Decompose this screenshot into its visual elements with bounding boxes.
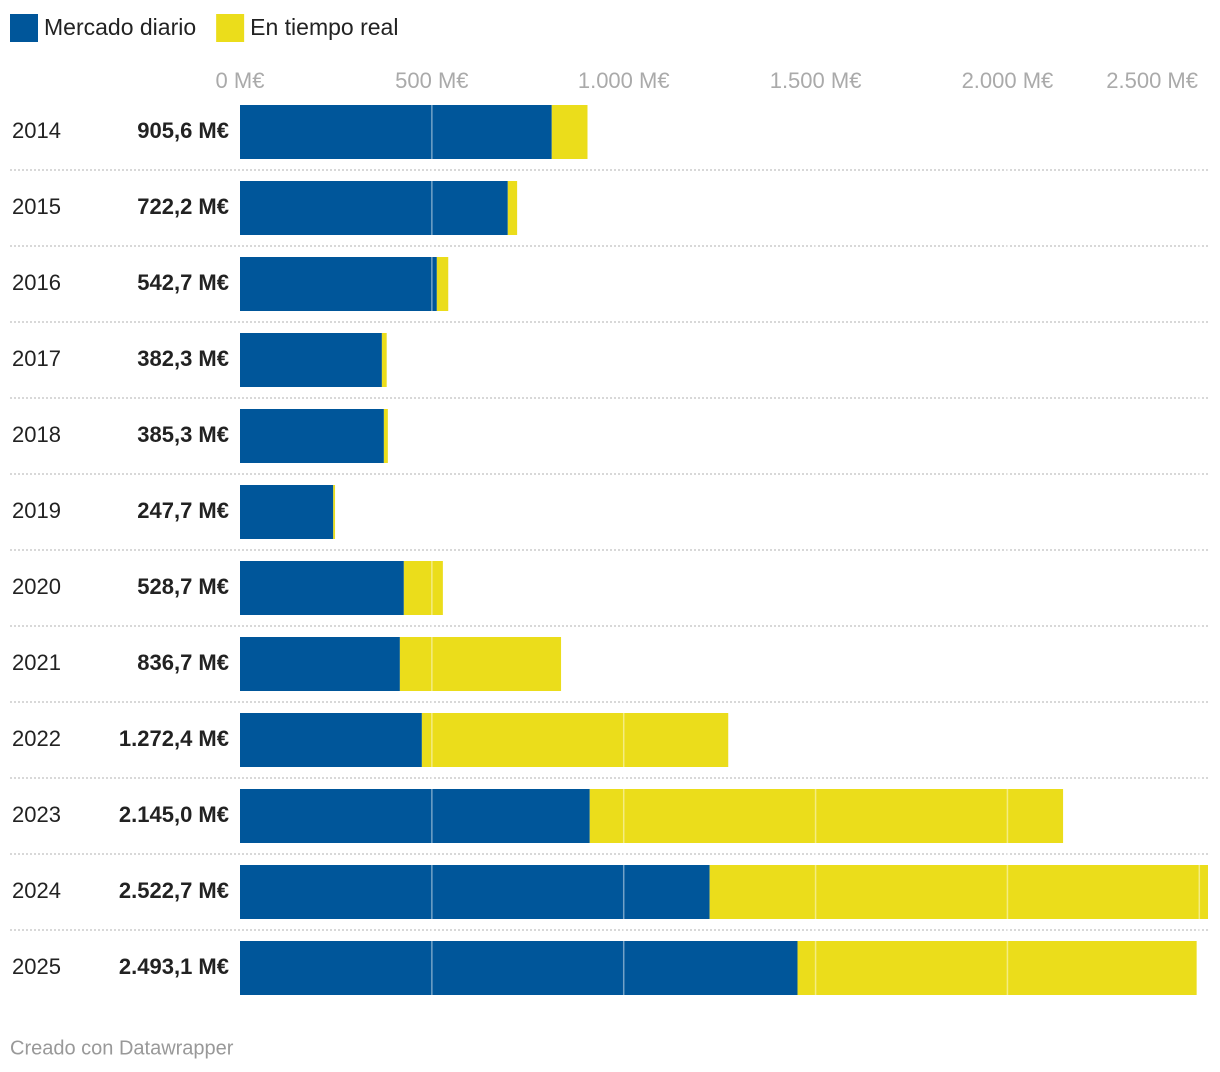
bar-segment <box>436 257 449 311</box>
bar-segment <box>551 105 588 159</box>
total-label: 528,7 M€ <box>137 574 229 599</box>
x-tick-label: 1.500 M€ <box>770 68 862 93</box>
category-label: 2014 <box>12 118 61 143</box>
total-label: 722,2 M€ <box>137 194 229 219</box>
category-label: 2016 <box>12 270 61 295</box>
bar-segment <box>240 637 400 691</box>
category-label: 2023 <box>12 802 61 827</box>
bar-segment <box>240 865 710 919</box>
bar-segment <box>589 789 1064 843</box>
total-label: 836,7 M€ <box>137 650 229 675</box>
total-label: 2.522,7 M€ <box>119 878 229 903</box>
total-label: 905,6 M€ <box>137 118 229 143</box>
bar-segment <box>403 561 443 615</box>
category-label: 2019 <box>12 498 61 523</box>
bar-segment <box>240 105 552 159</box>
bar-segment <box>240 941 798 995</box>
category-label: 2022 <box>12 726 61 751</box>
category-label: 2017 <box>12 346 61 371</box>
category-label: 2021 <box>12 650 61 675</box>
bar-segment <box>381 333 387 387</box>
bar-segment <box>240 713 422 767</box>
category-label: 2024 <box>12 878 61 903</box>
total-label: 382,3 M€ <box>137 346 229 371</box>
bar-segment <box>709 865 1208 919</box>
total-label: 1.272,4 M€ <box>119 726 229 751</box>
bar-segment <box>421 713 729 767</box>
bar-segment <box>399 637 562 691</box>
category-label: 2015 <box>12 194 61 219</box>
bar-segment <box>240 181 508 235</box>
total-label: 2.145,0 M€ <box>119 802 229 827</box>
legend-label: En tiempo real <box>250 14 398 40</box>
category-label: 2020 <box>12 574 61 599</box>
x-tick-label: 500 M€ <box>395 68 468 93</box>
bar-segment <box>383 409 388 463</box>
legend-label: Mercado diario <box>44 14 196 40</box>
total-label: 247,7 M€ <box>137 498 229 523</box>
bar-segment <box>240 789 590 843</box>
bar-segment <box>240 409 384 463</box>
bar-segment <box>507 181 518 235</box>
bar-segment <box>240 561 404 615</box>
category-label: 2025 <box>12 954 61 979</box>
bar-segment <box>240 333 382 387</box>
bar-segment <box>240 257 437 311</box>
x-tick-label: 1.000 M€ <box>578 68 670 93</box>
legend-swatch <box>10 14 38 42</box>
total-label: 2.493,1 M€ <box>119 954 229 979</box>
x-tick-label: 0 M€ <box>216 68 265 93</box>
category-label: 2018 <box>12 422 61 447</box>
total-label: 542,7 M€ <box>137 270 229 295</box>
total-label: 385,3 M€ <box>137 422 229 447</box>
footer: Creado con Datawrapper <box>10 1037 234 1059</box>
bar-segment <box>240 485 334 539</box>
x-tick-label: 2.500 M€ <box>1106 68 1198 93</box>
legend-swatch <box>216 14 245 42</box>
bar-segment <box>333 485 336 539</box>
x-tick-label: 2.000 M€ <box>962 68 1054 93</box>
bar-segment <box>797 941 1197 995</box>
